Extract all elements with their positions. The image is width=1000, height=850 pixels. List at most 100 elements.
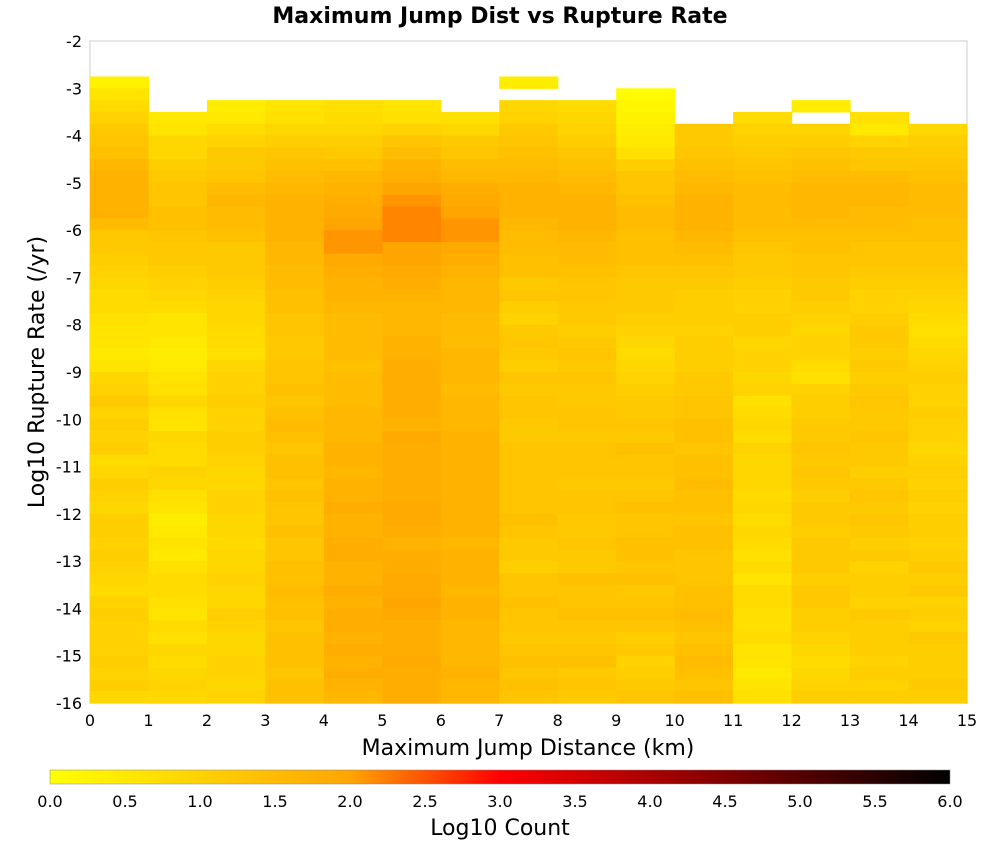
heatmap-cell xyxy=(616,218,676,231)
heatmap-cell xyxy=(908,182,968,196)
heatmap-cell xyxy=(90,466,150,479)
heatmap-cell xyxy=(265,513,325,527)
heatmap-cell xyxy=(206,596,266,610)
heatmap-cell xyxy=(733,525,793,539)
colorbar-tick-label: 4.0 xyxy=(637,792,662,811)
heatmap-cell xyxy=(323,466,383,479)
heatmap-cell xyxy=(499,230,559,243)
heatmap-cell xyxy=(499,348,559,361)
heatmap-cell xyxy=(733,561,793,574)
heatmap-cell xyxy=(323,135,383,148)
heatmap-cell xyxy=(499,537,559,550)
heatmap-cell xyxy=(90,691,150,704)
x-tick-label: 0 xyxy=(85,711,95,730)
heatmap-cell xyxy=(674,407,734,420)
heatmap-cell xyxy=(616,206,676,219)
heatmap-cell xyxy=(908,230,968,243)
heatmap-cell xyxy=(323,147,383,160)
heatmap-cell xyxy=(265,171,325,184)
heatmap-cell xyxy=(791,194,851,208)
heatmap-cell xyxy=(206,572,266,586)
heatmap-cell xyxy=(791,324,851,338)
heatmap-cell xyxy=(382,572,442,586)
heatmap-cell xyxy=(323,632,383,645)
heatmap-cell xyxy=(323,490,383,503)
heatmap-cell xyxy=(90,525,150,539)
heatmap-cell xyxy=(499,100,559,113)
heatmap-cell xyxy=(908,466,968,479)
heatmap-cell xyxy=(616,667,676,680)
heatmap-cell xyxy=(206,537,266,550)
colorbar-tick-label: 6.0 xyxy=(937,792,962,811)
heatmap-cell xyxy=(90,442,150,456)
heatmap-cell xyxy=(440,324,500,338)
heatmap-cell xyxy=(616,265,676,279)
heatmap-cell xyxy=(616,419,676,432)
heatmap-cell xyxy=(557,301,617,314)
heatmap-cell xyxy=(323,691,383,704)
heatmap-cell xyxy=(90,407,150,420)
heatmap-cell xyxy=(557,608,617,621)
heatmap-cell xyxy=(616,466,676,479)
heatmap-cell xyxy=(440,466,500,479)
heatmap-cell xyxy=(90,100,150,113)
heatmap-cell xyxy=(674,372,734,385)
heatmap-cell xyxy=(90,241,150,255)
heatmap-cell xyxy=(908,584,968,598)
heatmap-cell xyxy=(557,289,617,302)
heatmap-cell xyxy=(850,348,910,361)
heatmap-cell xyxy=(382,301,442,314)
heatmap-cell xyxy=(440,383,500,397)
heatmap-cell xyxy=(908,655,968,669)
heatmap-cell xyxy=(265,383,325,397)
heatmap-cell xyxy=(616,490,676,503)
heatmap-cell xyxy=(733,277,793,290)
heatmap-cell xyxy=(148,230,208,243)
heatmap-cell xyxy=(616,620,676,633)
heatmap-cell xyxy=(206,372,266,385)
heatmap-cell xyxy=(206,123,266,137)
heatmap-cell xyxy=(323,537,383,550)
heatmap-cell xyxy=(148,135,208,148)
heatmap-cell xyxy=(206,360,266,373)
heatmap-cell xyxy=(674,171,734,184)
heatmap-cell xyxy=(674,336,734,349)
heatmap-cell xyxy=(850,572,910,586)
heatmap-cell xyxy=(616,643,676,657)
heatmap-cell xyxy=(323,123,383,137)
heatmap-cell xyxy=(850,171,910,184)
heatmap-cell xyxy=(733,194,793,208)
heatmap-cell xyxy=(557,490,617,503)
heatmap-cell xyxy=(323,679,383,692)
heatmap-cell xyxy=(148,703,208,704)
x-tick-label: 6 xyxy=(436,711,446,730)
heatmap-cell xyxy=(148,348,208,361)
heatmap-cell xyxy=(323,620,383,633)
heatmap-cell xyxy=(557,407,617,420)
heatmap-cell xyxy=(382,253,442,267)
heatmap-cell xyxy=(265,100,325,113)
heatmap-cell xyxy=(499,277,559,290)
heatmap-cell xyxy=(674,301,734,314)
heatmap-cell xyxy=(674,383,734,397)
heatmap-cell xyxy=(382,360,442,373)
heatmap-cell xyxy=(148,312,208,326)
heatmap-cell xyxy=(850,147,910,160)
heatmap-cell xyxy=(733,442,793,456)
heatmap-cell xyxy=(557,100,617,113)
heatmap-cell xyxy=(733,572,793,586)
heatmap-cell xyxy=(148,147,208,160)
heatmap-cell xyxy=(90,135,150,148)
heatmap-cell xyxy=(733,490,793,503)
heatmap-cell xyxy=(440,454,500,468)
heatmap-cell xyxy=(850,561,910,574)
heatmap-cell xyxy=(674,253,734,267)
heatmap-cell xyxy=(499,301,559,314)
heatmap-cell xyxy=(616,632,676,645)
heatmap-cell xyxy=(557,679,617,692)
heatmap-cell xyxy=(908,312,968,326)
heatmap-cell xyxy=(908,525,968,539)
heatmap-cell xyxy=(616,584,676,598)
heatmap-cell xyxy=(206,407,266,420)
heatmap-cell xyxy=(382,111,442,125)
